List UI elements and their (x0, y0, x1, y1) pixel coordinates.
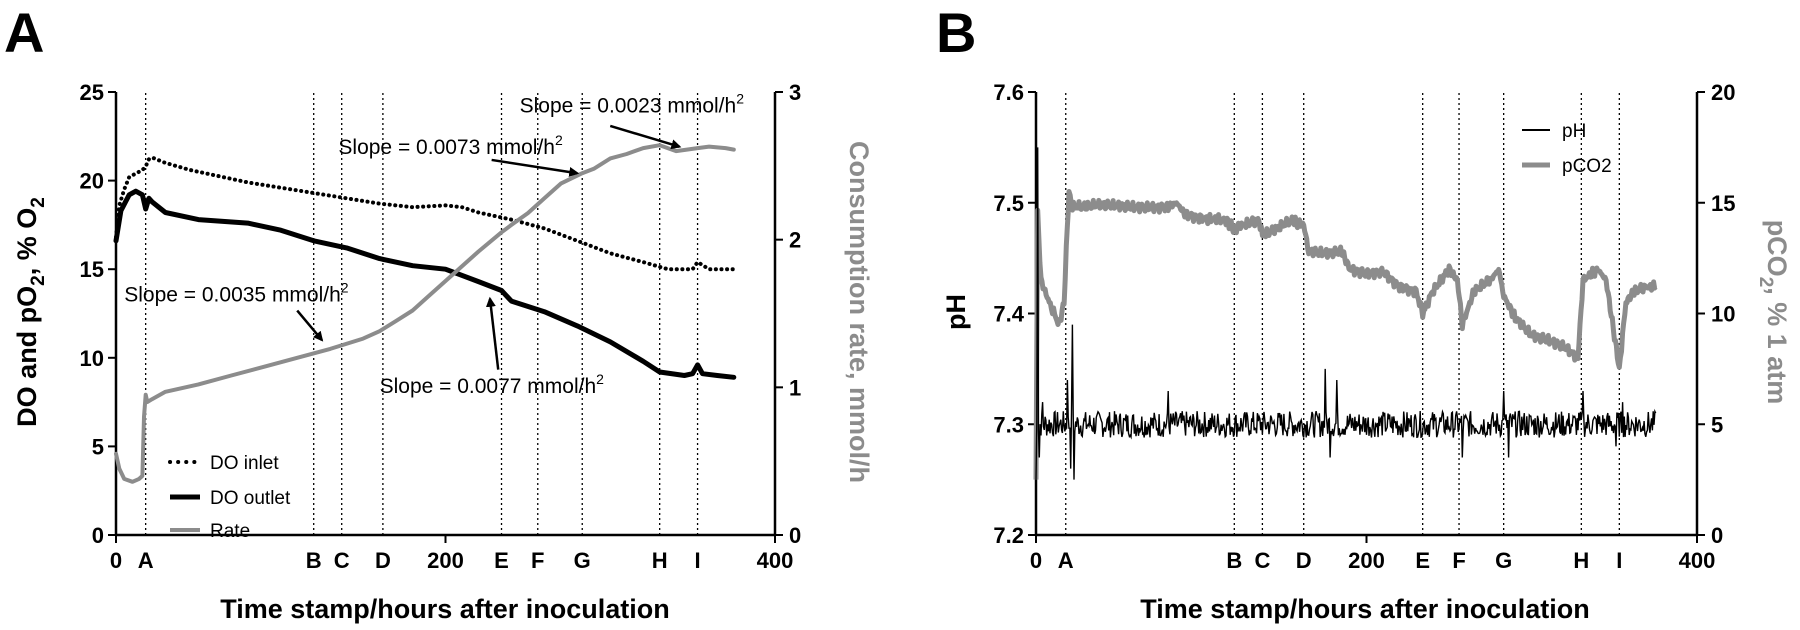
marker-label-i: I (1616, 548, 1622, 573)
slope-annotation: Slope = 0.0073 mmol/h2 (338, 132, 563, 159)
y-right-axis-title: Consumption rate, mmol/h (844, 141, 874, 483)
slope-arrow (485, 296, 500, 370)
panel-a-letter: A (4, 1, 44, 64)
x-tick-label: 200 (1348, 548, 1385, 573)
marker-label-g: G (574, 548, 591, 573)
x-tick-label: 0 (110, 548, 122, 573)
slope-annotation-sup: 2 (596, 371, 604, 387)
series-line-do-outlet (113, 188, 737, 380)
y-left-tick-label: 5 (92, 434, 104, 459)
marker-label-f: F (1452, 548, 1465, 573)
x-tick-label: 400 (757, 548, 794, 573)
series-line-ph (1035, 147, 1657, 480)
y-left-axis-title-part: , % O (12, 208, 42, 276)
y-left-tick-label: 0 (92, 523, 104, 548)
legend-label: Rate (210, 521, 250, 542)
y-left-tick-label: 15 (80, 257, 104, 282)
series-line-do-inlet (114, 155, 736, 272)
marker-label-a: A (138, 548, 154, 573)
marker-label-e: E (1415, 548, 1430, 573)
y-left-axis-title: pH (941, 294, 971, 330)
y-left-tick-label: 7.6 (993, 80, 1024, 105)
slope-arrow (609, 124, 682, 150)
y-right-axis-title: pCO2, % 1 atm (1755, 220, 1792, 405)
y-left-tick-label: 7.4 (993, 302, 1024, 327)
slope-annotation-sup: 2 (341, 280, 349, 296)
y-right-axis-title-part: pCO (1762, 220, 1792, 277)
y-right-tick-label: 15 (1711, 191, 1735, 216)
y-left-tick-label: 7.3 (993, 412, 1024, 437)
x-axis-title: Time stamp/hours after inoculation (1140, 594, 1590, 624)
x-tick-label: 0 (1030, 548, 1042, 573)
y-left-tick-label: 25 (80, 80, 104, 105)
y-left-tick-label: 10 (80, 346, 104, 371)
y-left-axis-title-sub: 2 (28, 275, 49, 286)
y-right-tick-label: 10 (1711, 302, 1735, 327)
marker-label-h: H (1573, 548, 1589, 573)
marker-label-f: F (531, 548, 544, 573)
y-left-axis-title-sub: 2 (28, 197, 49, 208)
x-tick-label: 200 (427, 548, 464, 573)
slope-annotation: Slope = 0.0077 mmol/h2 (380, 371, 605, 398)
legend-label: pCO2 (1562, 156, 1612, 177)
x-tick-label: 400 (1679, 548, 1716, 573)
y-right-tick-label: 1 (789, 375, 801, 400)
y-right-tick-label: 20 (1711, 80, 1735, 105)
marker-label-c: C (334, 548, 350, 573)
marker-label-i: I (695, 548, 701, 573)
y-right-tick-label: 5 (1711, 412, 1723, 437)
y-right-axis-title-part: , % 1 atm (1762, 287, 1792, 404)
y-right-tick-label: 0 (1711, 523, 1723, 548)
series-line-rate (114, 143, 736, 484)
legend-label: DO outlet (210, 488, 291, 509)
series-line-pco2 (1033, 189, 1658, 480)
slope-annotation-text: Slope = 0.0023 mmol/h (520, 95, 737, 118)
y-left-tick-label: 7.2 (993, 523, 1024, 548)
marker-label-d: D (375, 548, 391, 573)
slope-annotation-sup: 2 (555, 132, 563, 148)
marker-label-b: B (1226, 548, 1242, 573)
y-right-tick-label: 3 (789, 80, 801, 105)
y-right-tick-label: 0 (789, 523, 801, 548)
y-right-tick-label: 2 (789, 228, 801, 253)
marker-label-b: B (306, 548, 322, 573)
slope-arrow (296, 309, 324, 342)
slope-annotation-text: Slope = 0.0073 mmol/h (338, 136, 555, 159)
marker-label-e: E (494, 548, 509, 573)
slope-annotation: Slope = 0.0035 mmol/h2 (124, 280, 349, 307)
legend-label: DO inlet (210, 453, 279, 474)
y-left-tick-label: 7.5 (993, 191, 1024, 216)
panel-b-chart: A B C D E F G H I 0 200 400 7.2 7.3 7.4 7.5 7.6 0 5 10 15 20 p… (941, 80, 1792, 624)
x-axis-title: Time stamp/hours after inoculation (220, 594, 670, 624)
marker-label-d: D (1296, 548, 1312, 573)
marker-label-g: G (1495, 548, 1512, 573)
slope-annotation-text: Slope = 0.0035 mmol/h (124, 284, 341, 307)
y-right-axis-title-sub: 2 (1755, 277, 1776, 288)
legend-label: pH (1562, 121, 1586, 142)
panel-b-letter: B (936, 1, 976, 64)
marker-label-c: C (1254, 548, 1270, 573)
y-left-axis-title-part: DO and pO (12, 286, 42, 427)
slope-annotation-text: Slope = 0.0077 mmol/h (380, 375, 597, 398)
marker-label-a: A (1058, 548, 1074, 573)
slope-annotation: Slope = 0.0023 mmol/h2 (520, 91, 745, 118)
marker-label-h: H (652, 548, 668, 573)
slope-arrow (491, 158, 580, 177)
y-left-axis-title: DO and pO2, % O2 (12, 197, 49, 427)
y-left-tick-label: 20 (80, 169, 104, 194)
slope-annotation-sup: 2 (736, 91, 744, 107)
